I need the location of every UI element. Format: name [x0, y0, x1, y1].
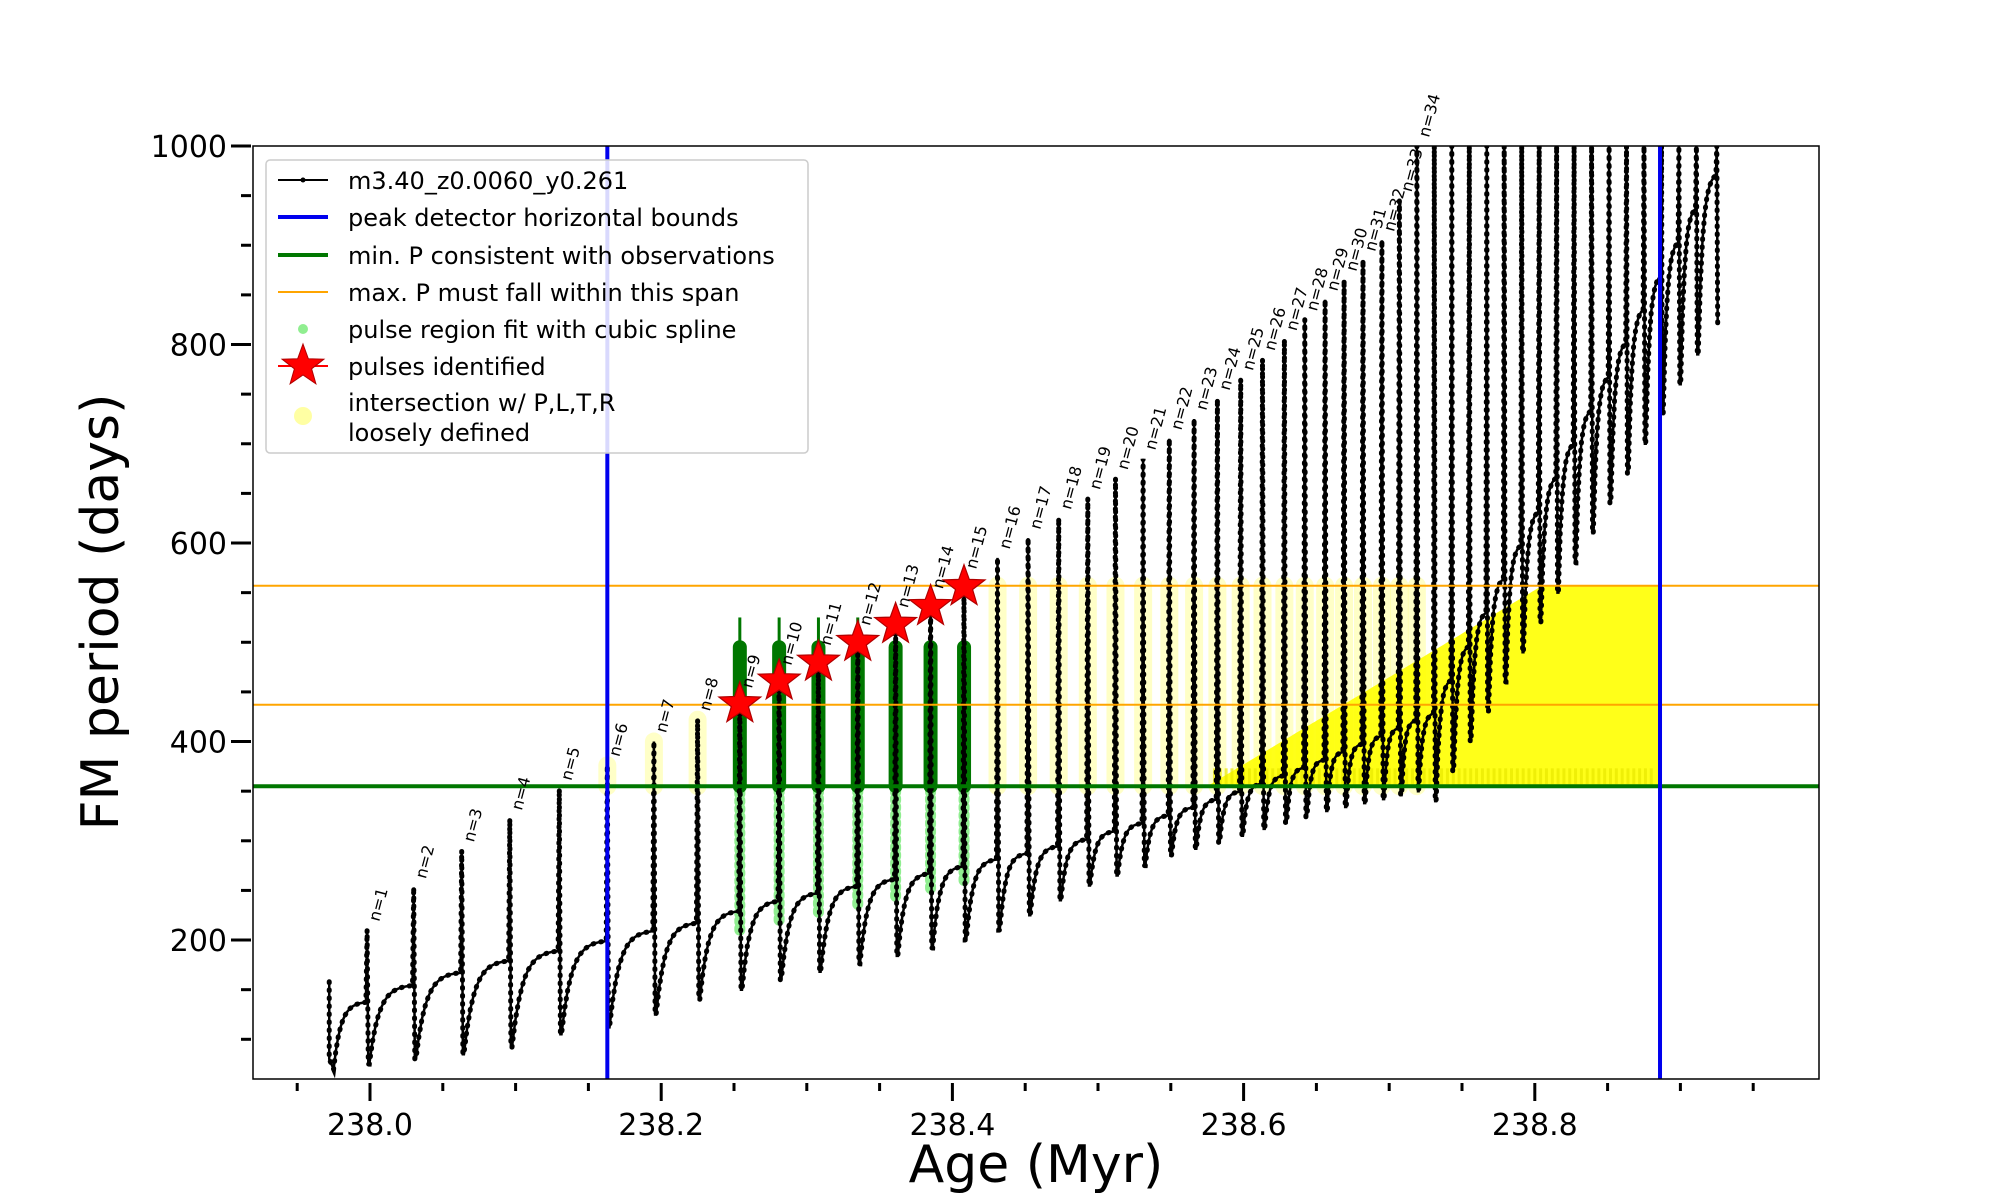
legend-label: pulses identified	[348, 353, 546, 381]
pulse-label-n4: n=4	[507, 775, 534, 813]
pulse-label-n10: n=10	[777, 620, 807, 667]
stars-layer	[717, 562, 987, 724]
pulse-label-n1: n=1	[365, 886, 392, 924]
legend-label: max. P must fall within this span	[348, 279, 739, 307]
y-axis-title: FM period (days)	[71, 394, 131, 831]
pulse-star-n9	[717, 680, 763, 724]
legend-swatch-star	[280, 342, 326, 385]
x-tick-label: 238.2	[618, 1108, 704, 1143]
pulse-label-n32: n=32	[1379, 186, 1409, 233]
legend-label: intersection w/ P,L,T,R	[348, 389, 615, 417]
pulse-label-n7: n=7	[651, 697, 678, 735]
pulse-label-n33: n=33	[1397, 146, 1427, 193]
x-axis-title: Age (Myr)	[909, 1135, 1164, 1195]
pulse-star-n10	[756, 657, 802, 701]
evolution-track-points	[326, 146, 1721, 1079]
plot-frame	[252, 145, 1820, 1080]
x-tick-label: 238.0	[327, 1108, 413, 1143]
pulse-label-n3: n=3	[459, 806, 486, 844]
pulse-star-n14	[907, 582, 954, 626]
y-tick-label: 200	[170, 924, 227, 959]
y-tick-label: 400	[170, 726, 227, 761]
pulse-star-n13	[873, 600, 919, 644]
legend-label: loosely defined	[348, 419, 530, 447]
reference-lines-layer	[253, 146, 1819, 1079]
legend-label: min. P consistent with observations	[348, 242, 775, 270]
marks-layer	[326, 146, 1721, 1079]
pulse-star-n12	[835, 618, 881, 662]
pulse-label-n17: n=17	[1026, 484, 1056, 531]
pulse-label-n5: n=5	[557, 745, 584, 783]
legend-label: pulse region fit with cubic spline	[348, 316, 736, 344]
axes-layer: 238.0 238.2 238.4 238.6 238.8 200 400 600 800 100…	[151, 130, 1755, 1143]
legend-label: m3.40_z0.0060_y0.261	[348, 167, 628, 195]
x-tick-label: 238.4	[909, 1108, 995, 1143]
pulse-label-n34: n=34	[1414, 92, 1444, 139]
pulse-label-n19: n=19	[1085, 444, 1115, 491]
pulse-label-n8: n=8	[695, 675, 722, 713]
pulse-label-n2: n=2	[411, 843, 438, 881]
x-tick-label: 238.8	[1492, 1108, 1578, 1143]
pulse-label-n20: n=20	[1113, 424, 1143, 471]
pulse-label-n16: n=16	[995, 504, 1025, 551]
legend-swatch-track-dot	[300, 177, 306, 183]
pulse-star-n15	[941, 562, 987, 606]
y-tick-label: 800	[170, 329, 227, 364]
pulse-label-n21: n=21	[1141, 404, 1171, 451]
legend-box	[265, 159, 809, 454]
legend-swatch-circle	[294, 407, 312, 425]
legend-swatch-dot	[298, 324, 308, 334]
y-tick-label: 600	[170, 527, 227, 562]
pulse-label-n11: n=11	[816, 600, 846, 647]
pulse-label-n18: n=18	[1056, 464, 1086, 511]
x-tick-label: 238.6	[1201, 1108, 1287, 1143]
y-tick-label: 1000	[151, 130, 227, 165]
legend-label: peak detector horizontal bounds	[348, 204, 739, 232]
pulse-star-n11	[795, 638, 842, 682]
pulse-label-n15: n=15	[962, 524, 992, 571]
